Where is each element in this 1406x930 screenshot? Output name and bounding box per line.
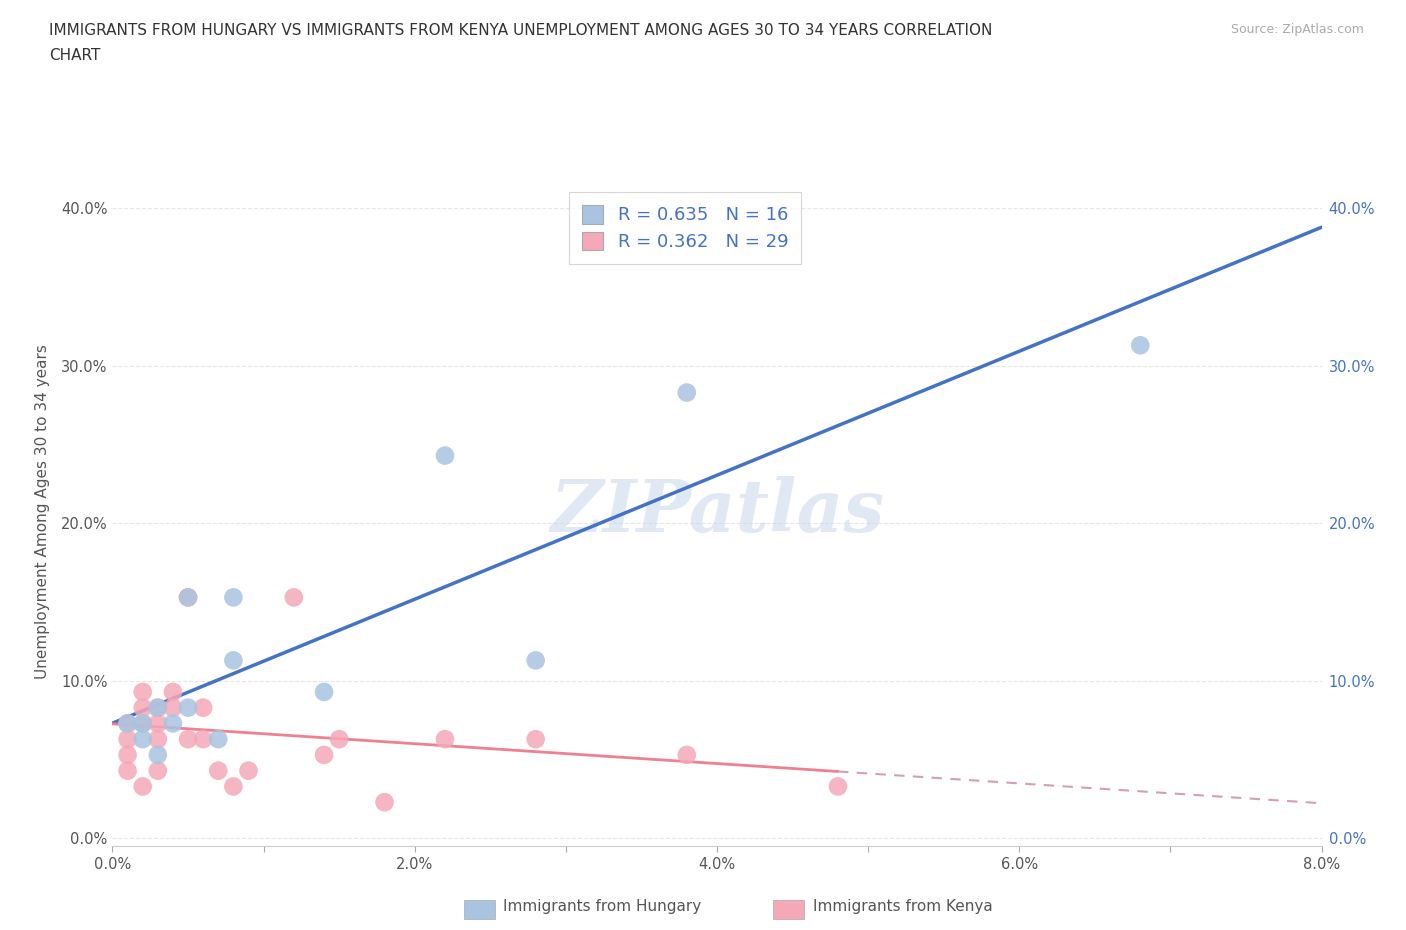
Text: CHART: CHART — [49, 48, 101, 63]
Point — [117, 748, 139, 763]
Point — [1129, 338, 1152, 352]
Text: IMMIGRANTS FROM HUNGARY VS IMMIGRANTS FROM KENYA UNEMPLOYMENT AMONG AGES 30 TO 3: IMMIGRANTS FROM HUNGARY VS IMMIGRANTS FR… — [49, 23, 993, 38]
Point — [132, 716, 155, 731]
Point — [146, 748, 169, 763]
Point — [433, 732, 456, 747]
Text: Immigrants from Kenya: Immigrants from Kenya — [813, 899, 993, 914]
Point — [675, 748, 697, 763]
Point — [524, 653, 547, 668]
Point — [132, 700, 155, 715]
Text: Immigrants from Hungary: Immigrants from Hungary — [503, 899, 702, 914]
Point — [162, 716, 184, 731]
Point — [222, 653, 245, 668]
Point — [177, 590, 200, 604]
Point — [117, 716, 139, 731]
Point — [675, 385, 697, 400]
Point — [177, 732, 200, 747]
Point — [117, 716, 139, 731]
Point — [191, 732, 215, 747]
Point — [222, 779, 245, 794]
Point — [524, 732, 547, 747]
Point — [433, 448, 456, 463]
Legend: R = 0.635   N = 16, R = 0.362   N = 29: R = 0.635 N = 16, R = 0.362 N = 29 — [569, 193, 801, 263]
Point — [222, 590, 245, 604]
Y-axis label: Unemployment Among Ages 30 to 34 years: Unemployment Among Ages 30 to 34 years — [35, 344, 49, 679]
Point — [177, 700, 200, 715]
Text: Source: ZipAtlas.com: Source: ZipAtlas.com — [1230, 23, 1364, 36]
Point — [238, 764, 260, 778]
Point — [146, 764, 169, 778]
Point — [117, 732, 139, 747]
Point — [146, 732, 169, 747]
Point — [146, 716, 169, 731]
Point — [328, 732, 350, 747]
Point — [162, 684, 184, 699]
Point — [132, 732, 155, 747]
Point — [312, 684, 335, 699]
Point — [177, 590, 200, 604]
Point — [132, 716, 155, 731]
Point — [146, 700, 169, 715]
Point — [132, 779, 155, 794]
Point — [373, 795, 396, 810]
Point — [283, 590, 305, 604]
Point — [191, 700, 215, 715]
Point — [117, 764, 139, 778]
Point — [827, 779, 849, 794]
Point — [207, 764, 229, 778]
Point — [162, 700, 184, 715]
Point — [146, 700, 169, 715]
Point — [207, 732, 229, 747]
Point — [132, 684, 155, 699]
Point — [312, 748, 335, 763]
Text: ZIPatlas: ZIPatlas — [550, 476, 884, 547]
